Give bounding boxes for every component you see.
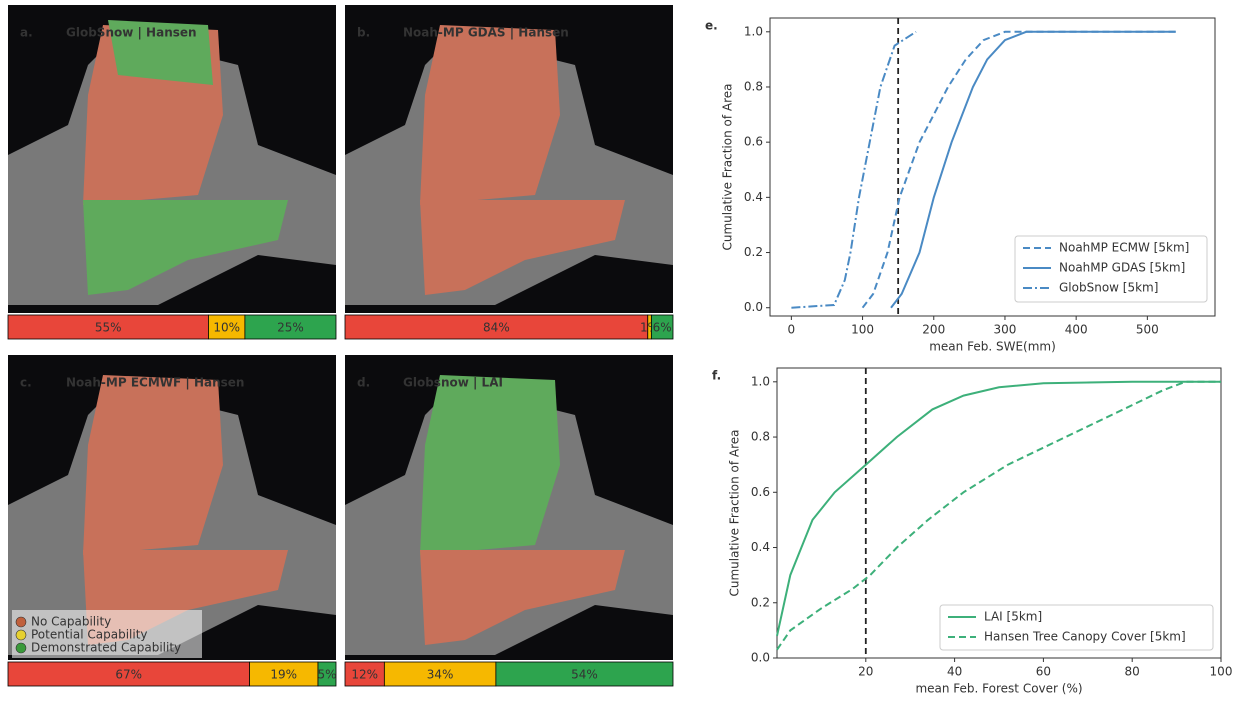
x-tick-label: 20 <box>858 665 873 679</box>
x-tick-label: 500 <box>1136 323 1159 337</box>
panel-title: GlobSnow | Hansen <box>66 26 197 40</box>
capability-label: 25% <box>277 321 304 335</box>
x-tick-label: 0 <box>788 323 796 337</box>
capability-label: 10% <box>213 321 240 335</box>
panel-title: Noah-MP ECMWF | Hansen <box>66 376 244 390</box>
capability-label: 54% <box>571 668 598 682</box>
y-tick-label: 0.6 <box>751 485 770 499</box>
x-tick-label: 80 <box>1125 665 1140 679</box>
region-north <box>420 375 560 555</box>
y-tick-label: 0.0 <box>744 300 763 314</box>
panel-title: Noah-MP GDAS | Hansen <box>403 26 569 40</box>
legend-text: LAI [5km] <box>984 610 1042 624</box>
x-tick-label: 100 <box>851 323 874 337</box>
panel-label: f. <box>712 369 721 383</box>
panel-label: c. <box>20 376 32 390</box>
y-tick-label: 0.2 <box>751 595 770 609</box>
x-axis-label: mean Feb. SWE(mm) <box>929 340 1056 354</box>
y-tick-label: 0.8 <box>744 79 763 93</box>
capability-label: 84% <box>483 321 510 335</box>
legend-text: Potential Capability <box>31 628 148 642</box>
y-tick-label: 0.4 <box>751 540 770 554</box>
x-tick-label: 40 <box>947 665 962 679</box>
x-tick-label: 200 <box>922 323 945 337</box>
y-tick-label: 0.0 <box>751 651 770 665</box>
cdf-line <box>777 382 1221 636</box>
x-tick-label: 400 <box>1065 323 1088 337</box>
panel-title: Globsnow | LAI <box>403 376 503 390</box>
panel-label: e. <box>705 19 718 33</box>
legend-dot <box>16 617 26 627</box>
x-tick-label: 300 <box>994 323 1017 337</box>
y-axis-label: Cumulative Fraction of Area <box>728 429 742 596</box>
capability-label: 34% <box>427 668 454 682</box>
capability-label: 5% <box>317 668 336 682</box>
legend-dot <box>16 630 26 640</box>
region-north <box>420 25 560 205</box>
capability-label: 67% <box>115 668 142 682</box>
region-north <box>83 375 223 555</box>
panel-label: b. <box>357 26 370 40</box>
x-axis-label: mean Feb. Forest Cover (%) <box>915 682 1082 696</box>
legend-text: NoahMP GDAS [5km] <box>1059 261 1185 275</box>
legend-text: Hansen Tree Canopy Cover [5km] <box>984 630 1186 644</box>
capability-label: 6% <box>653 321 672 335</box>
figure: a. GlobSnow | Hansen 55% 10% 25% b. Noah-MP GD… <box>0 0 1241 703</box>
legend-text: No Capability <box>31 615 111 629</box>
capability-label: 12% <box>351 668 378 682</box>
legend-text: NoahMP ECMW [5km] <box>1059 241 1189 255</box>
legend-dot <box>16 643 26 653</box>
y-tick-label: 1.0 <box>744 24 763 38</box>
y-tick-label: 0.4 <box>744 190 763 204</box>
panel-label: d. <box>357 376 370 390</box>
panel-label: a. <box>20 26 33 40</box>
capability-label: 19% <box>270 668 297 682</box>
capability-label: 55% <box>95 321 122 335</box>
y-tick-label: 0.2 <box>744 245 763 259</box>
y-tick-label: 1.0 <box>751 374 770 388</box>
legend-text: Demonstrated Capability <box>31 641 181 655</box>
x-tick-label: 60 <box>1036 665 1051 679</box>
y-axis-label: Cumulative Fraction of Area <box>721 83 735 250</box>
y-tick-label: 0.6 <box>744 135 763 149</box>
y-tick-label: 0.8 <box>751 430 770 444</box>
x-tick-label: 100 <box>1210 665 1233 679</box>
legend-text: GlobSnow [5km] <box>1059 281 1158 295</box>
